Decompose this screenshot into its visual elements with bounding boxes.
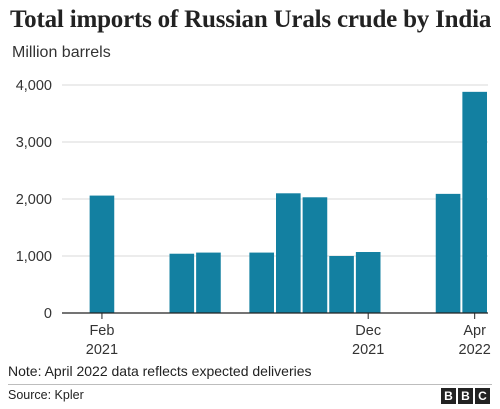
bar bbox=[169, 253, 195, 313]
x-axis-ticks: Feb 2021 Dec 2021 Apr 2022 bbox=[86, 313, 491, 358]
bar bbox=[355, 252, 381, 313]
chart-subtitle: Million barrels bbox=[12, 44, 111, 61]
bbc-logo-letter: B bbox=[458, 388, 473, 404]
bar bbox=[329, 256, 354, 313]
y-axis-ticks: 0 1,000 2,000 3,000 4,000 bbox=[16, 78, 52, 322]
bbc-logo: B B C bbox=[441, 388, 490, 404]
bars bbox=[89, 91, 487, 313]
bar bbox=[462, 91, 487, 313]
bar bbox=[249, 252, 274, 313]
chart-title: Total imports of Russian Urals crude by … bbox=[10, 6, 492, 33]
y-tick-label: 1,000 bbox=[16, 249, 52, 265]
source-label: Source: Kpler bbox=[8, 388, 84, 402]
bar bbox=[89, 195, 115, 313]
x-tick-label: 2021 bbox=[86, 342, 118, 358]
bbc-logo-letter: B bbox=[441, 388, 456, 404]
y-tick-label: 3,000 bbox=[16, 135, 52, 151]
bbc-logo-letter: C bbox=[475, 388, 490, 404]
x-tick-label: 2022 bbox=[459, 342, 491, 358]
x-tick-label: Feb bbox=[89, 323, 114, 339]
bar bbox=[302, 197, 328, 313]
bar bbox=[196, 252, 221, 313]
footnote: Note: April 2022 data reflects expected … bbox=[8, 363, 312, 379]
y-tick-label: 0 bbox=[44, 306, 52, 322]
gridlines bbox=[62, 84, 488, 257]
bar bbox=[435, 193, 461, 313]
x-tick-label: Dec bbox=[355, 323, 381, 339]
y-tick-label: 2,000 bbox=[16, 192, 52, 208]
footer-divider bbox=[8, 384, 492, 385]
x-tick-label: Apr bbox=[463, 323, 486, 339]
x-tick-label: 2021 bbox=[352, 342, 384, 358]
bar bbox=[276, 193, 301, 313]
y-tick-label: 4,000 bbox=[16, 78, 52, 94]
